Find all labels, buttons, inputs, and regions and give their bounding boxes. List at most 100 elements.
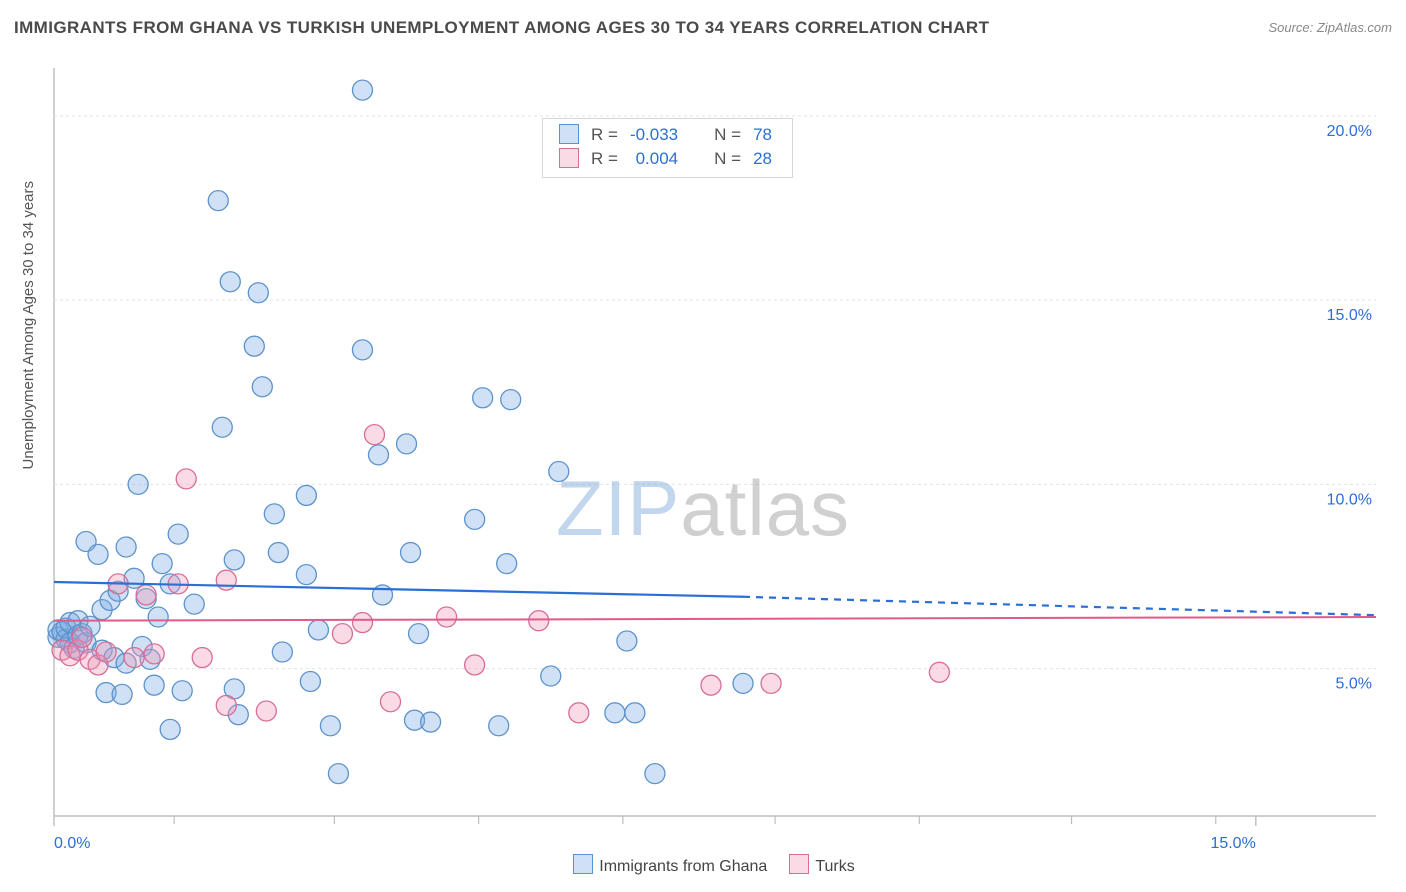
- marker-ghana: [625, 703, 645, 723]
- corr-N-value: 78: [747, 123, 778, 147]
- marker-ghana: [172, 681, 192, 701]
- marker-turks: [352, 613, 372, 633]
- source-prefix: Source:: [1268, 20, 1316, 35]
- marker-turks: [256, 701, 276, 721]
- marker-ghana: [128, 474, 148, 494]
- corr-R-label: R =: [585, 147, 624, 171]
- marker-ghana: [296, 485, 316, 505]
- marker-ghana: [116, 537, 136, 557]
- legend-label-turks: Turks: [815, 858, 854, 875]
- corr-N-value: 28: [747, 147, 778, 171]
- marker-turks: [124, 648, 144, 668]
- corr-row-turks: R =0.004 N =28: [553, 147, 778, 171]
- marker-turks: [136, 585, 156, 605]
- marker-ghana: [208, 191, 228, 211]
- marker-ghana: [473, 388, 493, 408]
- marker-ghana: [397, 434, 417, 454]
- legend-label-ghana: Immigrants from Ghana: [599, 858, 767, 875]
- chart-title: IMMIGRANTS FROM GHANA VS TURKISH UNEMPLO…: [14, 18, 989, 37]
- marker-ghana: [617, 631, 637, 651]
- marker-turks: [176, 469, 196, 489]
- marker-ghana: [148, 607, 168, 627]
- marker-turks: [381, 692, 401, 712]
- corr-R-label: R =: [585, 123, 624, 147]
- marker-ghana: [645, 764, 665, 784]
- series-legend: Immigrants from Ghana Turks: [14, 854, 1392, 876]
- marker-turks: [437, 607, 457, 627]
- marker-turks: [144, 644, 164, 664]
- marker-turks: [332, 624, 352, 644]
- marker-ghana: [300, 672, 320, 692]
- marker-turks: [465, 655, 485, 675]
- svg-text:10.0%: 10.0%: [1327, 491, 1372, 508]
- corr-R-value: -0.033: [624, 123, 684, 147]
- marker-ghana: [465, 509, 485, 529]
- svg-text:0.0%: 0.0%: [54, 835, 90, 852]
- marker-ghana: [244, 336, 264, 356]
- marker-ghana: [541, 666, 561, 686]
- marker-ghana: [605, 703, 625, 723]
- scatter-chart: 5.0% 10.0% 15.0% 20.0% 0.0% 15.0%: [14, 58, 1392, 878]
- y-axis-label: Unemployment Among Ages 30 to 34 years: [20, 181, 37, 470]
- marker-ghana: [184, 594, 204, 614]
- marker-ghana: [268, 543, 288, 563]
- marker-ghana: [320, 716, 340, 736]
- svg-text:15.0%: 15.0%: [1327, 307, 1372, 324]
- marker-turks: [701, 675, 721, 695]
- marker-ghana: [272, 642, 292, 662]
- marker-ghana: [88, 544, 108, 564]
- marker-ghana: [501, 390, 521, 410]
- marker-ghana: [489, 716, 509, 736]
- marker-turks: [216, 695, 236, 715]
- marker-ghana: [264, 504, 284, 524]
- swatch-ghana: [559, 124, 579, 144]
- marker-ghana: [152, 554, 172, 574]
- header: IMMIGRANTS FROM GHANA VS TURKISH UNEMPLO…: [14, 18, 1392, 48]
- marker-ghana: [308, 620, 328, 640]
- marker-turks: [569, 703, 589, 723]
- marker-ghana: [352, 80, 372, 100]
- marker-ghana: [401, 543, 421, 563]
- source-name: ZipAtlas.com: [1317, 20, 1392, 35]
- marker-ghana: [168, 524, 188, 544]
- chart-area: Unemployment Among Ages 30 to 34 years 5…: [14, 58, 1392, 878]
- marker-ghana: [549, 461, 569, 481]
- marker-ghana: [296, 565, 316, 585]
- source-attribution: Source: ZipAtlas.com: [1268, 20, 1392, 35]
- marker-ghana: [368, 445, 388, 465]
- trend-ghana: [54, 582, 743, 597]
- marker-turks: [96, 642, 116, 662]
- trend-turks: [54, 617, 1376, 621]
- marker-ghana: [497, 554, 517, 574]
- svg-text:15.0%: 15.0%: [1210, 835, 1255, 852]
- correlation-legend: R =-0.033 N =78 R =0.004 N =28: [542, 118, 793, 178]
- marker-ghana: [328, 764, 348, 784]
- legend-swatch-ghana: [573, 854, 593, 874]
- trend-ghana-extend: [743, 597, 1376, 615]
- marker-turks: [529, 611, 549, 631]
- marker-ghana: [220, 272, 240, 292]
- marker-turks: [192, 648, 212, 668]
- corr-N-label: N =: [708, 147, 747, 171]
- marker-ghana: [212, 417, 232, 437]
- marker-turks: [929, 662, 949, 682]
- marker-ghana: [733, 673, 753, 693]
- swatch-turks: [559, 148, 579, 168]
- marker-ghana: [252, 377, 272, 397]
- corr-N-label: N =: [708, 123, 747, 147]
- marker-ghana: [160, 719, 180, 739]
- marker-ghana: [112, 684, 132, 704]
- svg-text:5.0%: 5.0%: [1336, 676, 1372, 693]
- marker-turks: [216, 570, 236, 590]
- marker-ghana: [421, 712, 441, 732]
- marker-turks: [761, 673, 781, 693]
- svg-text:20.0%: 20.0%: [1327, 123, 1372, 140]
- marker-ghana: [224, 550, 244, 570]
- marker-turks: [72, 627, 92, 647]
- marker-turks: [364, 425, 384, 445]
- corr-R-value: 0.004: [624, 147, 684, 171]
- marker-ghana: [248, 283, 268, 303]
- marker-ghana: [352, 340, 372, 360]
- marker-ghana: [409, 624, 429, 644]
- corr-row-ghana: R =-0.033 N =78: [553, 123, 778, 147]
